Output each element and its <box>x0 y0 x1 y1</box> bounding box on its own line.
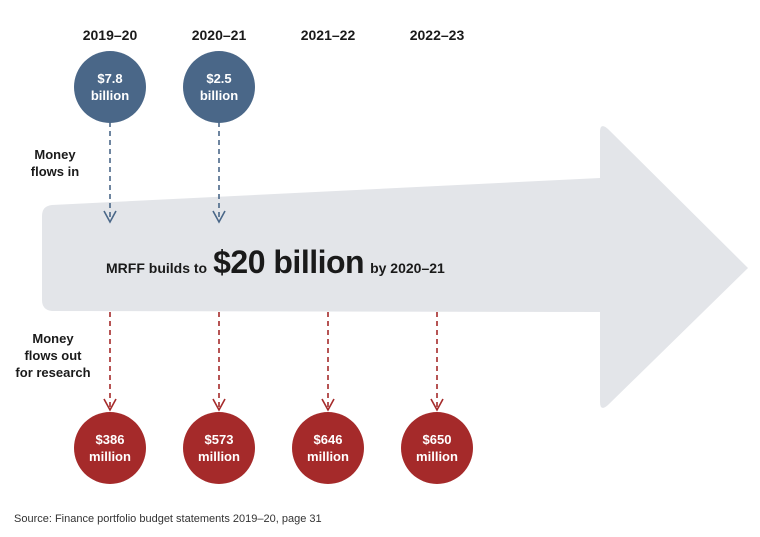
outflow-amount: $386 <box>95 432 125 447</box>
outflow-unit: million <box>416 449 458 464</box>
money-flows-in-line-2: flows in <box>30 164 80 179</box>
outflow-amount: $573 <box>204 432 234 447</box>
inflow-amount: $7.8 <box>97 71 123 86</box>
year-label-2021-22: 2021–22 <box>300 27 356 43</box>
source-note: Source: Finance portfolio budget stateme… <box>14 513 322 525</box>
outflow-circle-2020-21: $573 million <box>183 412 255 484</box>
year-label-2020-21: 2020–21 <box>191 27 247 43</box>
headline: MRFF builds to $20 billion by 2020–21 <box>106 244 445 288</box>
money-flows-in-line-1: Money <box>34 147 76 162</box>
inflow-circle-2019-20: $7.8 billion <box>74 51 146 123</box>
money-flows-out-label: Money flows out for research <box>8 330 98 381</box>
outflow-circle-2019-20: $386 million <box>74 412 146 484</box>
inflow-unit: billion <box>199 88 239 103</box>
outflow-circle-2021-22: $646 million <box>292 412 364 484</box>
growth-arrow <box>42 126 748 408</box>
inflow-circle-2020-21: $2.5 billion <box>183 51 255 123</box>
outflow-unit: million <box>89 449 131 464</box>
outflow-amount: $646 <box>313 432 343 447</box>
outflow-unit: million <box>307 449 349 464</box>
outflow-amount: $650 <box>422 432 452 447</box>
inflow-unit: billion <box>90 88 130 103</box>
outflow-arrowhead-2020-21 <box>212 398 226 412</box>
outflow-arrowhead-2021-22 <box>321 398 335 412</box>
money-flows-out-line-2: flows out <box>24 348 82 363</box>
inflow-arrowhead-2019-20 <box>103 210 117 224</box>
inflow-amount: $2.5 <box>206 71 232 86</box>
outflow-arrowhead-2022-23 <box>430 398 444 412</box>
inflow-arrowhead-2020-21 <box>212 210 226 224</box>
outflow-circle-2022-23: $650 million <box>401 412 473 484</box>
year-label-2019-20: 2019–20 <box>82 27 138 43</box>
money-flows-in-label: Money flows in <box>20 146 90 180</box>
money-flows-out-line-3: for research <box>15 365 91 380</box>
headline-suffix: by 2020–21 <box>370 260 445 276</box>
headline-prefix: MRFF builds to <box>106 260 208 276</box>
money-flows-out-line-1: Money <box>32 331 74 346</box>
outflow-unit: million <box>198 449 240 464</box>
outflow-arrowhead-2019-20 <box>103 398 117 412</box>
headline-amount: $20 billion <box>213 244 365 280</box>
year-label-2022-23: 2022–23 <box>409 27 465 43</box>
